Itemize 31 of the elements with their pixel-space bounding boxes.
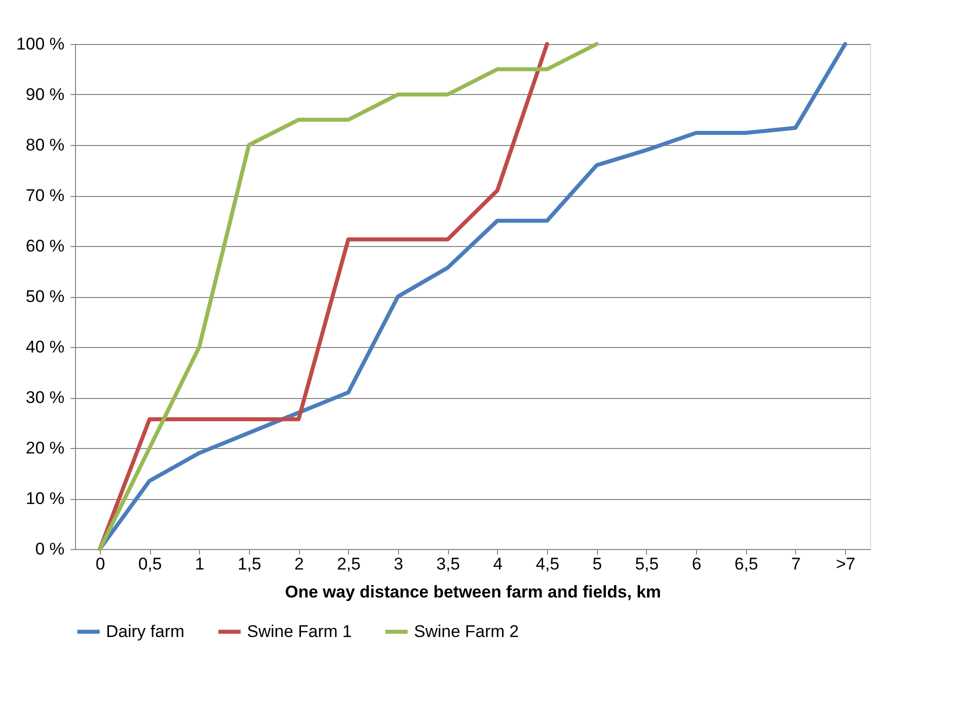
x-tick-label: 1,5 (238, 554, 262, 574)
x-tick-label: 3 (394, 554, 404, 574)
legend-label: Dairy farm (106, 622, 184, 641)
x-tick-label: 7 (791, 554, 801, 574)
x-tick-label: 4 (493, 554, 503, 574)
y-tick-label: 80 % (26, 136, 64, 154)
x-tick-label: 2,5 (336, 554, 361, 574)
y-tick-label: 30 % (26, 388, 64, 407)
y-tick-label: 100 % (16, 34, 64, 54)
x-tick-label: 3,5 (436, 554, 460, 574)
y-tick-label: 90 % (26, 85, 64, 104)
y-tick-label: 50 % (26, 287, 64, 306)
legend-label: Swine Farm 1 (247, 622, 352, 641)
x-tick-label: >7 (836, 554, 856, 574)
y-tick-label: 60 % (26, 236, 64, 256)
y-tick-label: 70 % (26, 186, 64, 205)
x-tick-label: 6 (692, 554, 702, 574)
y-tick-label: 20 % (26, 438, 64, 458)
x-tick-label: 6,5 (734, 554, 758, 574)
x-tick-label: 5 (592, 554, 602, 574)
x-tick-label: 1 (194, 554, 204, 574)
x-axis-title: One way distance between farm and fields, km (284, 582, 662, 602)
x-tick-label: 0,5 (138, 554, 162, 574)
x-tick-label: 0 (96, 554, 106, 574)
y-tick-label: 10 % (26, 489, 64, 508)
y-tick-label: 0 % (35, 540, 64, 558)
x-tick-label: 2 (294, 554, 304, 574)
x-tick-label: 4,5 (536, 554, 560, 574)
legend-label: Swine Farm 2 (414, 622, 519, 641)
x-tick-label: 5,5 (635, 554, 659, 574)
y-tick-label: 40 % (26, 338, 64, 356)
